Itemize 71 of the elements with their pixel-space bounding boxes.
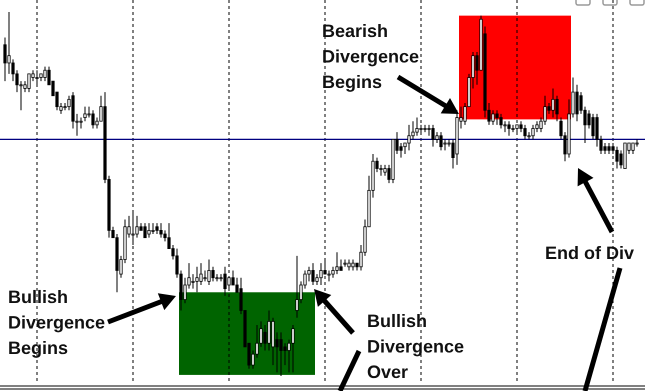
candlestick (83, 106, 87, 122)
candlestick (411, 120, 415, 140)
candlestick (531, 124, 535, 140)
candlestick (339, 259, 343, 271)
candlestick (35, 70, 39, 86)
annotation: Bullish Divergence Over (367, 311, 464, 382)
candlestick (523, 124, 527, 140)
candlestick (43, 66, 47, 82)
candlestick (311, 262, 315, 286)
candlestick (427, 124, 431, 136)
candlestick (503, 120, 507, 133)
candlestick (3, 36, 7, 82)
candlestick (327, 270, 331, 282)
candlestick (79, 117, 83, 129)
annotation: End of Div (545, 243, 634, 263)
candlestick (435, 132, 439, 144)
candlestick (203, 270, 207, 282)
candlestick (319, 262, 323, 286)
candlestick (199, 262, 203, 286)
candlestick (159, 222, 163, 238)
candlestick (27, 73, 31, 93)
candlestick (315, 274, 319, 286)
candlestick (591, 113, 595, 140)
candlestick (155, 222, 159, 235)
candlestick (407, 124, 411, 151)
candlestick (491, 110, 495, 126)
candlestick (263, 324, 267, 352)
candlestick (11, 58, 15, 82)
candlestick (439, 132, 443, 151)
candlestick (443, 138, 447, 151)
candlestick (323, 259, 327, 275)
candlestick (595, 113, 599, 148)
candlestick (631, 142, 635, 154)
candlestick (507, 120, 511, 136)
candlestick (307, 266, 311, 282)
candlestick (135, 215, 139, 238)
candlestick (195, 266, 199, 293)
candlestick (535, 120, 539, 133)
candlestick (495, 110, 499, 126)
candlestick (551, 88, 555, 118)
candlestick (207, 259, 211, 286)
candlestick (543, 95, 547, 126)
candlestick (383, 164, 387, 176)
candlestick (267, 310, 271, 352)
annotation: Bullish Divergence Begins (8, 287, 106, 358)
candlestick (183, 277, 187, 304)
candlestick (151, 222, 155, 235)
candlestick (223, 266, 227, 296)
candlestick (91, 110, 95, 129)
candlestick (147, 222, 151, 238)
candlestick (519, 120, 523, 133)
candlestick (379, 164, 383, 176)
candlestick (615, 146, 619, 170)
candlestick (295, 255, 299, 318)
candlestick (575, 84, 579, 122)
candlestick (283, 342, 287, 366)
annotation: Bearish Divergence Begins (322, 21, 420, 92)
candlestick (131, 212, 135, 246)
candlestick (7, 12, 11, 74)
candlestick (431, 124, 435, 148)
candlestick (331, 266, 335, 278)
candlestick (211, 266, 215, 282)
candlestick (291, 324, 295, 373)
candlestick (227, 277, 231, 290)
candlestick (555, 95, 559, 122)
candlestick (191, 274, 195, 290)
candlestick (143, 222, 147, 238)
candlestick (499, 113, 503, 129)
candlestick (415, 117, 419, 136)
candlestick (279, 332, 283, 376)
candlestick (335, 252, 339, 275)
